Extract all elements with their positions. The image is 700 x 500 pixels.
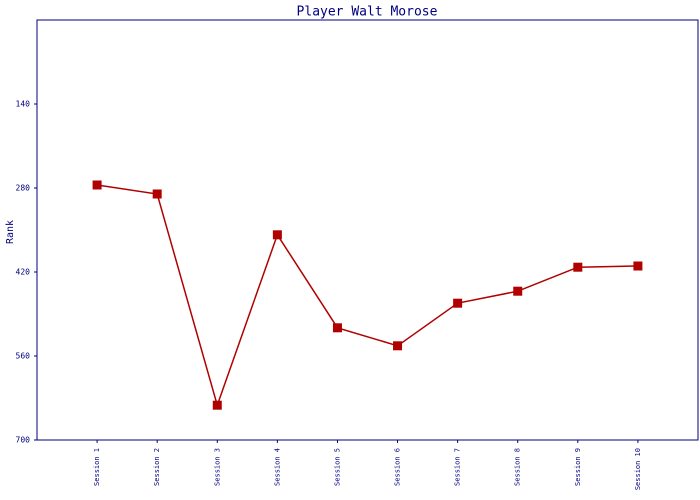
x-tick-label: Session 3 — [213, 448, 221, 486]
x-tick-label: Session 8 — [514, 448, 522, 486]
x-tick-label: Session 5 — [333, 448, 341, 486]
x-tick-label: Session 9 — [574, 448, 582, 486]
point-marker — [92, 180, 102, 190]
point-marker — [332, 323, 342, 333]
series-line — [96, 184, 638, 408]
x-tick-label: Session 4 — [273, 448, 281, 486]
y-tick-label: 700 — [16, 436, 31, 445]
point-marker — [152, 189, 162, 199]
y-tick-label: 560 — [16, 352, 31, 361]
point-marker — [513, 286, 523, 296]
plot-frame — [36, 19, 699, 441]
x-tick-label: Session 10 — [634, 448, 642, 490]
point-marker — [272, 230, 282, 240]
x-tick-label: Session 7 — [454, 448, 462, 486]
x-tick-label: Session 6 — [394, 448, 402, 486]
point-marker — [212, 400, 222, 410]
point-marker — [453, 298, 463, 308]
y-tick-label: 420 — [16, 268, 31, 277]
chart-title: Player Walt Morose — [297, 5, 438, 20]
y-tick-label: 280 — [16, 184, 31, 193]
y-tick-label: 140 — [16, 100, 31, 109]
x-tick-label: Session 1 — [93, 448, 101, 486]
point-marker — [633, 261, 643, 271]
x-tick-label: Session 2 — [153, 448, 161, 486]
point-marker — [393, 341, 403, 351]
y-axis-label: Rank — [5, 220, 16, 244]
point-marker — [573, 262, 583, 272]
